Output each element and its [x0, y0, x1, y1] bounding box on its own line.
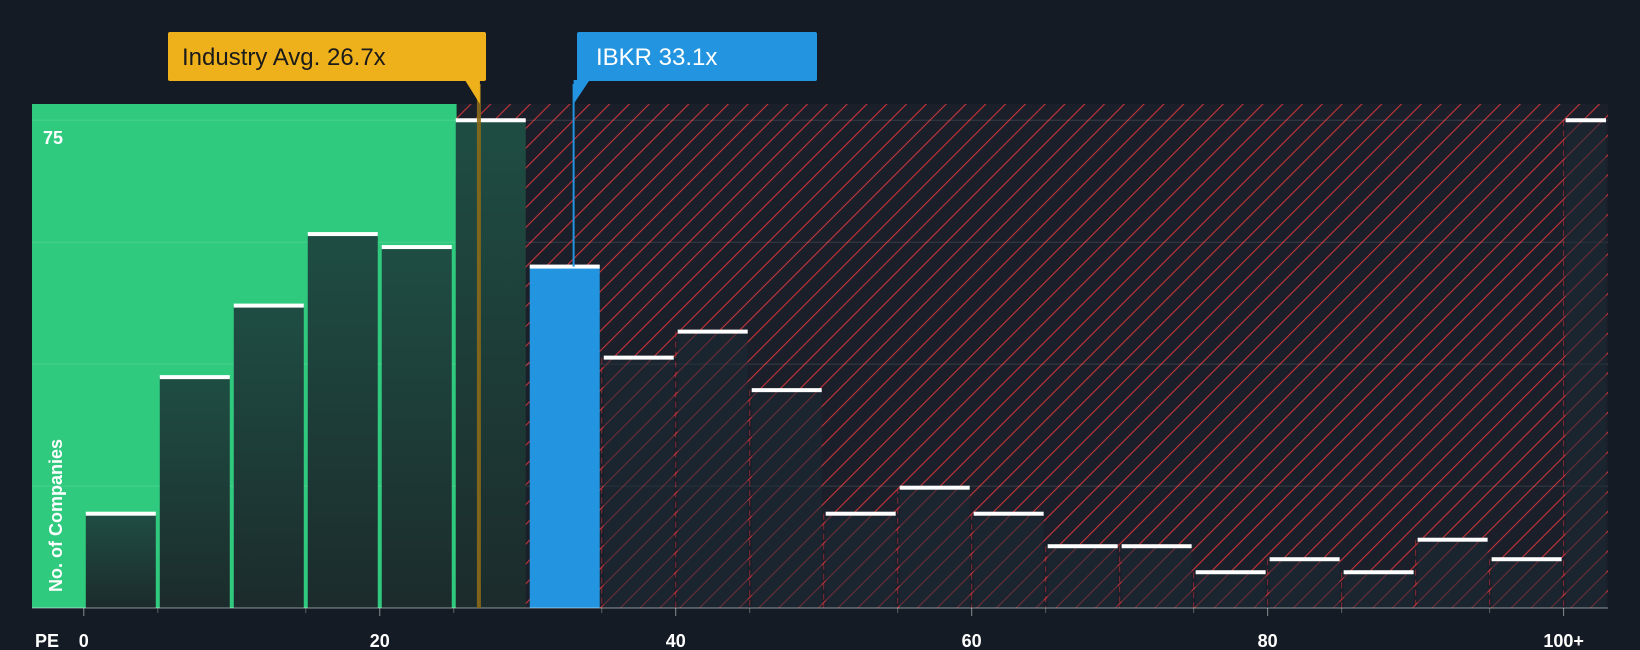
bar-17	[1343, 572, 1414, 608]
bar-cap-13	[1047, 544, 1118, 549]
bar-4	[381, 247, 452, 608]
x-tick-label-1: 20	[370, 631, 390, 650]
bar-cap-9	[751, 388, 822, 393]
bar-cap-8	[677, 329, 748, 334]
x-tick-label-3: 60	[962, 631, 982, 650]
bar-10	[825, 513, 896, 608]
bar-0	[85, 513, 156, 608]
x-tick-label-5: 100+	[1543, 631, 1584, 650]
bar-cap-0	[85, 511, 156, 516]
bar-19	[1491, 559, 1562, 608]
bar-14	[1121, 546, 1192, 608]
x-tick-label-4: 80	[1258, 631, 1278, 650]
company-pe-pointer	[573, 80, 590, 104]
bar-11	[899, 487, 970, 608]
bar-cap-20	[1565, 118, 1606, 123]
bar-cap-6	[529, 264, 600, 269]
bar-6	[529, 266, 600, 608]
x-tick-label-2: 40	[666, 631, 686, 650]
industry-avg-pointer	[464, 80, 480, 104]
bar-5	[455, 120, 526, 609]
y-tick-label-75: 75	[43, 128, 63, 148]
bar-cap-10	[825, 511, 896, 516]
bar-1	[159, 377, 230, 608]
bar-cap-16	[1269, 557, 1340, 562]
industry-avg-label: Industry Avg. 26.7x	[182, 44, 386, 71]
bar-18	[1417, 539, 1488, 608]
company-pe-callout: IBKR 33.1x	[573, 32, 817, 104]
company-pe-box	[577, 32, 817, 81]
industry-avg-box	[168, 32, 486, 81]
bar-16	[1269, 559, 1340, 608]
bar-15	[1195, 572, 1266, 608]
bar-cap-17	[1343, 570, 1414, 575]
bar-cap-14	[1121, 544, 1192, 549]
bar-cap-19	[1491, 557, 1562, 562]
bar-9	[751, 390, 822, 608]
bar-7	[603, 357, 674, 608]
bar-cap-11	[899, 485, 970, 490]
bar-cap-1	[159, 375, 230, 380]
bar-cap-18	[1417, 537, 1488, 542]
y-axis-title: No. of Companies	[46, 439, 66, 592]
bar-8	[677, 331, 748, 608]
industry-avg-callout: Industry Avg. 26.7x	[168, 32, 486, 104]
x-axis-ticks: 0 20 40 60 80 100+	[79, 608, 1584, 650]
bar-2	[233, 305, 304, 608]
histogram-bins	[85, 118, 1606, 609]
bar-3	[307, 234, 378, 608]
x-tick-label-0: 0	[79, 631, 89, 650]
bar-cap-12	[973, 511, 1044, 516]
x-axis-title: PE	[35, 631, 59, 650]
bar-20	[1565, 120, 1606, 609]
bar-12	[973, 513, 1044, 608]
bar-cap-7	[603, 355, 674, 360]
bar-cap-15	[1195, 570, 1266, 575]
bar-cap-2	[233, 303, 304, 308]
bar-cap-4	[381, 245, 452, 250]
bar-cap-3	[307, 232, 378, 237]
company-pe-label: IBKR 33.1x	[596, 44, 717, 71]
bar-13	[1047, 546, 1118, 608]
bar-cap-5	[455, 118, 526, 123]
